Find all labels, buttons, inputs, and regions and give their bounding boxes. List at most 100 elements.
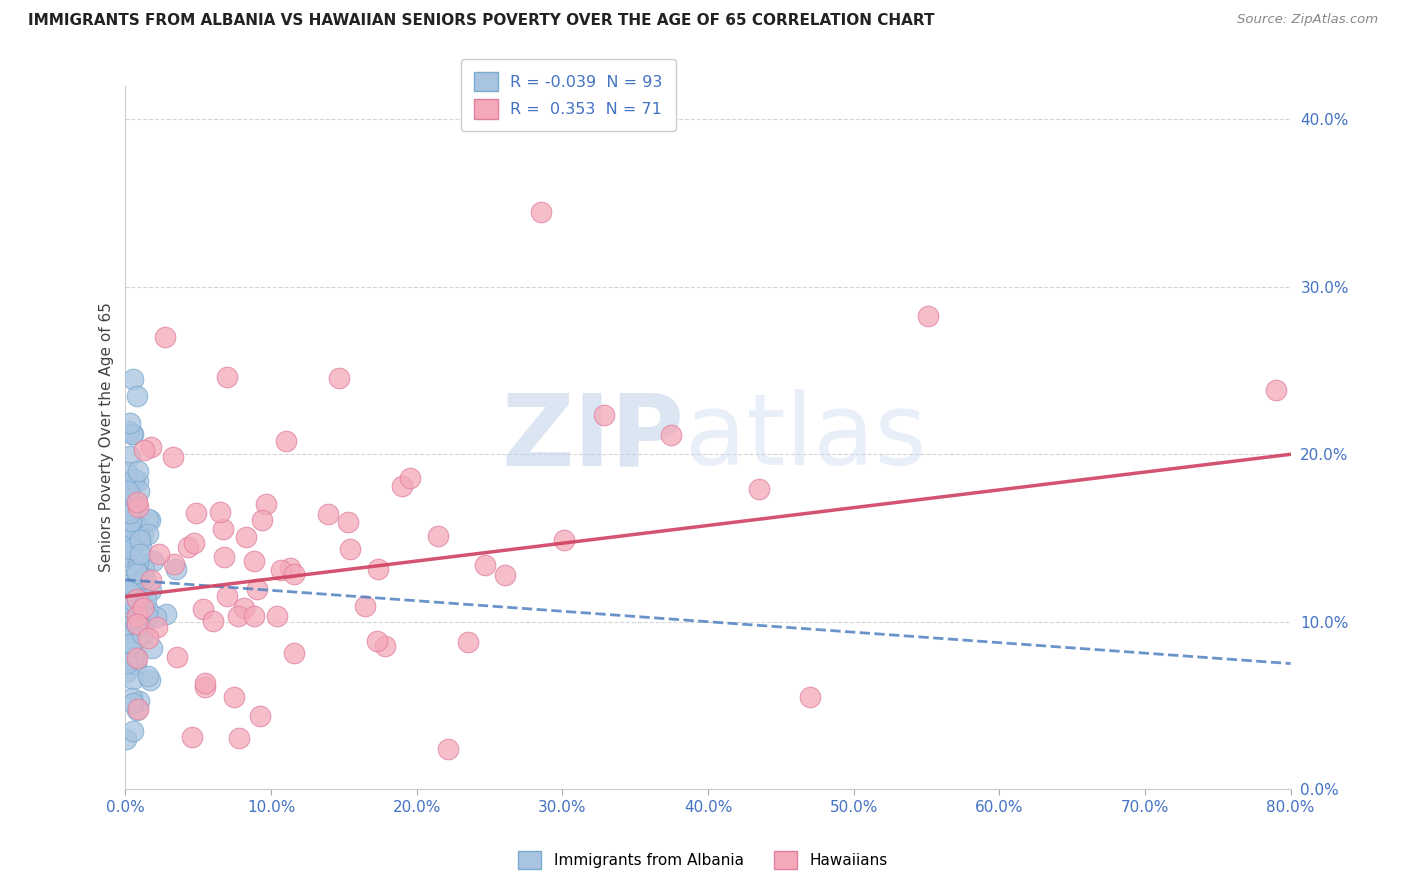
Point xyxy=(120,514,142,528)
Point xyxy=(118,520,141,534)
Point xyxy=(121,672,143,686)
Point xyxy=(127,464,149,478)
Point xyxy=(125,389,148,403)
Point xyxy=(115,731,138,746)
Point xyxy=(659,428,682,442)
Point xyxy=(117,465,139,479)
Point xyxy=(127,591,149,605)
Point xyxy=(139,573,162,587)
Point xyxy=(214,549,236,564)
Point xyxy=(122,476,145,491)
Point xyxy=(142,554,165,568)
Point xyxy=(115,549,138,564)
Point xyxy=(1265,383,1288,397)
Point xyxy=(132,620,155,634)
Point xyxy=(127,519,149,533)
Point xyxy=(141,440,163,454)
Point xyxy=(194,680,217,694)
Point xyxy=(124,576,146,591)
Point xyxy=(374,639,396,653)
Point xyxy=(127,617,149,632)
Point xyxy=(125,703,148,717)
Point xyxy=(249,709,271,723)
Point xyxy=(127,599,149,613)
Legend: Immigrants from Albania, Hawaiians: Immigrants from Albania, Hawaiians xyxy=(512,845,894,875)
Point xyxy=(280,561,302,575)
Point xyxy=(117,483,139,498)
Point xyxy=(120,519,142,533)
Point xyxy=(136,512,159,526)
Point xyxy=(233,600,256,615)
Point xyxy=(134,571,156,585)
Text: ZIP: ZIP xyxy=(502,389,685,486)
Point xyxy=(128,533,150,548)
Point xyxy=(120,534,142,549)
Point xyxy=(136,669,159,683)
Point xyxy=(917,309,939,323)
Point xyxy=(235,530,257,544)
Point xyxy=(117,425,139,439)
Point xyxy=(115,665,138,679)
Point xyxy=(118,577,141,591)
Point xyxy=(115,656,138,670)
Point xyxy=(339,541,361,556)
Point xyxy=(145,609,167,624)
Point xyxy=(127,608,149,623)
Point xyxy=(148,548,170,562)
Point xyxy=(124,648,146,663)
Text: Source: ZipAtlas.com: Source: ZipAtlas.com xyxy=(1237,13,1378,27)
Point xyxy=(125,566,148,580)
Point xyxy=(353,599,375,613)
Point xyxy=(529,204,551,219)
Point xyxy=(128,526,150,541)
Point xyxy=(127,555,149,569)
Point xyxy=(129,617,152,632)
Point xyxy=(124,518,146,533)
Point xyxy=(367,562,389,576)
Point xyxy=(165,562,187,576)
Point xyxy=(254,496,277,510)
Point xyxy=(118,525,141,540)
Point xyxy=(398,470,420,484)
Point xyxy=(122,595,145,609)
Point xyxy=(177,541,200,555)
Point xyxy=(274,434,297,448)
Point xyxy=(128,694,150,708)
Legend: R = -0.039  N = 93, R =  0.353  N = 71: R = -0.039 N = 93, R = 0.353 N = 71 xyxy=(461,59,675,131)
Point xyxy=(131,627,153,641)
Point xyxy=(124,649,146,664)
Point xyxy=(132,600,155,615)
Point xyxy=(145,620,167,634)
Point xyxy=(120,637,142,651)
Point xyxy=(124,533,146,548)
Point xyxy=(494,568,516,582)
Point xyxy=(121,589,143,603)
Point xyxy=(184,507,207,521)
Point xyxy=(124,497,146,511)
Point xyxy=(366,634,388,648)
Point xyxy=(121,691,143,706)
Point xyxy=(127,500,149,514)
Point xyxy=(748,482,770,496)
Point xyxy=(117,508,139,522)
Point xyxy=(162,450,184,464)
Point xyxy=(166,650,188,665)
Text: atlas: atlas xyxy=(685,389,927,486)
Point xyxy=(122,605,145,619)
Point xyxy=(191,601,214,615)
Point xyxy=(118,499,141,513)
Point xyxy=(120,637,142,651)
Point xyxy=(242,554,264,568)
Point xyxy=(163,558,186,572)
Point xyxy=(122,578,145,592)
Point xyxy=(474,558,496,572)
Point xyxy=(243,609,266,624)
Point xyxy=(208,505,231,519)
Point xyxy=(457,635,479,649)
Point xyxy=(132,562,155,576)
Point xyxy=(136,602,159,616)
Point xyxy=(128,484,150,499)
Point xyxy=(125,617,148,632)
Point xyxy=(201,614,224,628)
Point xyxy=(118,503,141,517)
